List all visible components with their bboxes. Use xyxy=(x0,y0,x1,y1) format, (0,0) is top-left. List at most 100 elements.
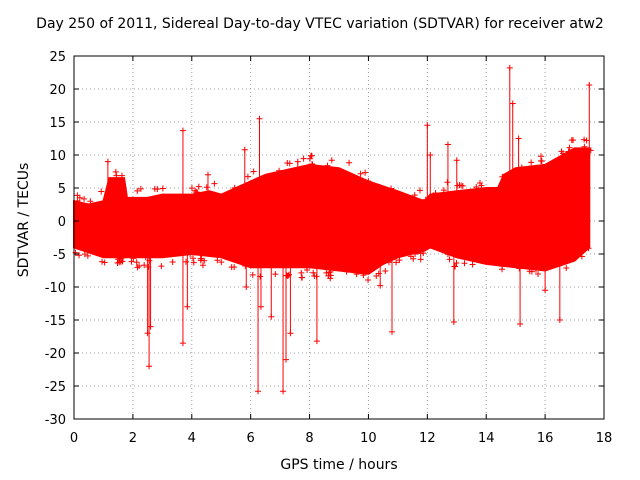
data-point xyxy=(142,254,149,261)
data-point xyxy=(119,258,126,265)
data-point xyxy=(113,172,120,179)
data-point xyxy=(183,258,190,265)
outlier-point xyxy=(424,122,431,129)
data-point xyxy=(154,186,161,193)
data-point xyxy=(453,260,460,267)
data-point xyxy=(214,257,221,264)
data-point xyxy=(407,253,414,260)
data-point xyxy=(535,270,542,277)
data-point xyxy=(444,179,451,186)
data-point xyxy=(537,153,544,160)
data-point xyxy=(112,168,119,175)
data-point xyxy=(362,169,369,176)
outlier-point xyxy=(204,171,211,178)
data-point xyxy=(353,271,360,278)
outlier-point xyxy=(146,363,153,370)
data-point xyxy=(120,254,127,261)
data-point xyxy=(134,187,141,194)
data-point xyxy=(473,183,480,190)
data-point xyxy=(250,168,257,175)
data-point xyxy=(581,143,588,150)
data-point xyxy=(327,272,334,279)
x-tick-label: 16 xyxy=(537,431,554,446)
data-point xyxy=(87,198,94,205)
grid-lines xyxy=(74,56,604,419)
x-tick-label: 10 xyxy=(360,431,377,446)
data-point xyxy=(516,265,523,272)
data-point xyxy=(365,276,372,283)
data-point xyxy=(298,274,305,281)
y-tick-label: -5 xyxy=(53,248,66,263)
data-point xyxy=(568,137,575,144)
y-tick-label: 15 xyxy=(49,116,66,131)
outlier-point xyxy=(243,284,250,290)
data-point xyxy=(565,148,572,155)
data-point xyxy=(188,185,195,192)
data-point xyxy=(560,150,567,157)
data-point xyxy=(190,259,197,266)
data-point xyxy=(118,172,125,179)
data-point xyxy=(499,266,506,273)
outlier-point xyxy=(256,115,263,122)
y-axis-label: SDTVAR / TECUs xyxy=(16,162,32,278)
x-tick-label: 6 xyxy=(247,431,255,446)
data-point xyxy=(310,269,317,276)
data-point xyxy=(169,258,176,265)
outlier-point xyxy=(144,330,151,337)
data-point xyxy=(203,184,210,191)
data-point xyxy=(134,264,141,271)
outlier-point xyxy=(104,158,111,165)
data-point xyxy=(128,258,135,265)
data-point xyxy=(346,159,353,166)
data-point xyxy=(76,252,83,259)
data-point xyxy=(420,250,427,257)
outlier-point xyxy=(268,313,275,320)
data-point xyxy=(231,184,238,191)
data-point xyxy=(385,259,392,266)
data-point xyxy=(141,262,148,269)
data-point xyxy=(446,256,453,263)
outlier-point xyxy=(444,141,451,148)
y-tick-label: -20 xyxy=(45,347,66,362)
outlier-point xyxy=(280,388,287,395)
data-point xyxy=(478,182,485,189)
data-point xyxy=(538,158,545,165)
y-tick-label: 0 xyxy=(58,215,66,230)
data-point xyxy=(211,180,218,187)
x-tick-label: 2 xyxy=(129,431,137,446)
data-point xyxy=(84,252,91,259)
data-point xyxy=(476,179,483,186)
data-point xyxy=(158,263,165,270)
outlier-point xyxy=(294,158,301,165)
data-point xyxy=(518,164,525,171)
data-point xyxy=(440,187,447,194)
y-tick-label: -25 xyxy=(45,380,66,395)
data-point xyxy=(357,170,364,177)
data-point xyxy=(276,167,283,174)
data-point xyxy=(74,197,81,204)
data-point xyxy=(566,144,573,151)
y-tick-label: 5 xyxy=(58,182,66,197)
outlier-point xyxy=(283,356,289,363)
data-point xyxy=(130,255,137,262)
data-point xyxy=(583,137,590,144)
data-point xyxy=(532,266,539,273)
data-point xyxy=(257,273,264,280)
x-axis-label: GPS time / hours xyxy=(280,457,398,473)
data-point xyxy=(192,187,199,194)
data-point xyxy=(304,266,311,273)
outlier-point xyxy=(542,287,549,294)
x-tick-label: 0 xyxy=(70,431,78,446)
data-point xyxy=(101,259,108,266)
data-point xyxy=(585,245,592,252)
data-point xyxy=(528,268,535,275)
data-point xyxy=(444,251,451,258)
y-tick-label: -30 xyxy=(45,413,66,428)
y-tick-label: 25 xyxy=(49,50,66,65)
data-point xyxy=(343,268,350,275)
outlier-point xyxy=(257,303,264,310)
data-point xyxy=(417,187,424,194)
y-tick-label: 10 xyxy=(49,149,66,164)
data-point xyxy=(459,182,466,189)
x-tick-label: 4 xyxy=(188,431,196,446)
